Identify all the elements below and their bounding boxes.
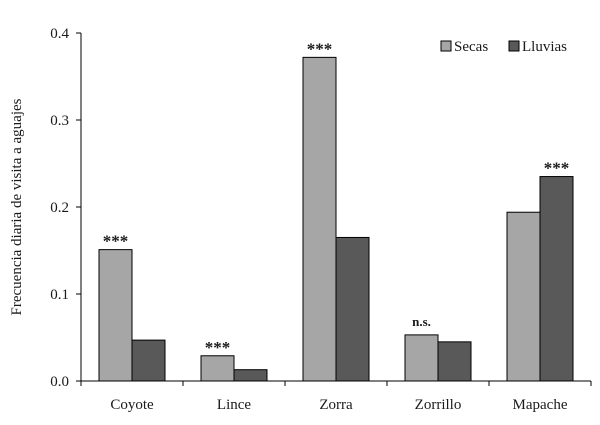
x-category-label: Zorrillo [415, 397, 462, 413]
legend-swatch-secas [440, 40, 452, 52]
bar-lluvias-lince [233, 369, 268, 382]
legend-label-secas: Secas [454, 39, 488, 55]
y-axis-label: Frecuencia diaria de visita a aguajes [9, 98, 25, 315]
significance-label: *** [544, 159, 570, 178]
bar-lluvias-coyote [131, 339, 166, 382]
bar-secas-coyote [98, 249, 133, 382]
bar-lluvias-zorra [335, 236, 370, 382]
significance-label: *** [307, 39, 333, 58]
y-tick-label: 0.0 [50, 374, 69, 390]
bar-lluvias-mapache [539, 176, 574, 382]
legend-swatch-lluvias [508, 40, 520, 52]
significance-label: n.s. [412, 314, 431, 329]
bar-lluvias-zorrillo [437, 341, 472, 382]
significance-label: *** [205, 338, 231, 357]
significance-annotations: *** *** *** n.s. *** [103, 39, 570, 356]
legend: Secas Lluvias [440, 39, 567, 55]
x-category-label: Coyote [110, 397, 154, 413]
y-tick-label: 0.4 [50, 26, 69, 42]
x-category-label: Lince [217, 397, 251, 413]
y-ticks: 0.0 0.1 0.2 0.3 0.4 [50, 26, 81, 390]
y-tick-label: 0.2 [50, 200, 69, 216]
bar-secas-zorra [302, 56, 337, 382]
y-tick-label: 0.3 [50, 113, 69, 129]
bar-secas-mapache [506, 211, 541, 382]
x-category-label: Zorra [319, 397, 353, 413]
bar-secas-zorrillo [404, 334, 439, 382]
x-category-label: Mapache [513, 397, 568, 413]
bar-secas-lince [200, 355, 235, 382]
legend-label-lluvias: Lluvias [522, 39, 567, 55]
significance-label: *** [103, 232, 129, 251]
bars [98, 56, 574, 382]
x-ticks: Coyote Lince Zorra Zorrillo Mapache [80, 381, 592, 413]
y-tick-label: 0.1 [50, 287, 69, 303]
